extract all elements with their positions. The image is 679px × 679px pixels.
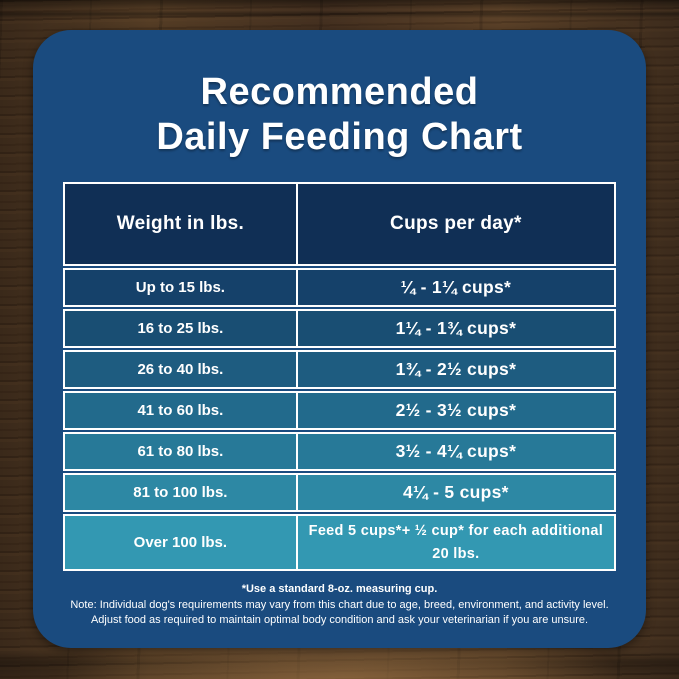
table-row: 16 to 25 lbs. 1¼ - 1¾ cups*	[63, 309, 616, 348]
table-row: 81 to 100 lbs. 4¼ - 5 cups*	[63, 473, 616, 512]
table-row: Over 100 lbs. Feed 5 cups*+ ½ cup* for e…	[63, 514, 616, 571]
weight-cell: Over 100 lbs.	[65, 516, 298, 569]
cups-cell: 4¼ - 5 cups*	[403, 482, 509, 502]
table-row: Up to 15 lbs. ¼ - 1¼ cups*	[63, 268, 616, 307]
table-row: 61 to 80 lbs. 3½ - 4¼ cups*	[63, 432, 616, 471]
weight-cell: 26 to 40 lbs.	[65, 352, 298, 387]
chart-title-line2: Daily Feeding Chart	[156, 115, 523, 158]
table-row: 41 to 60 lbs. 2½ - 3½ cups*	[63, 391, 616, 430]
feeding-table: Weight in lbs. Cups per day* Up to 15 lb…	[63, 182, 616, 573]
table-header-row: Weight in lbs. Cups per day*	[63, 182, 616, 266]
weight-cell: 61 to 80 lbs.	[65, 434, 298, 469]
chart-title: Recommended Daily Feeding Chart	[33, 70, 646, 160]
weight-cell: 41 to 60 lbs.	[65, 393, 298, 428]
weight-cell: 81 to 100 lbs.	[65, 475, 298, 510]
cups-cell: 2½ - 3½ cups*	[395, 400, 517, 420]
cups-cell: 1¼ - 1¾ cups*	[395, 318, 517, 338]
note-line-1: Note: Individual dog's requirements may …	[70, 599, 609, 611]
cups-cell-text: Feed 5 cups*+ ½ cup* for each additional…	[308, 523, 604, 562]
feeding-chart-card: Recommended Daily Feeding Chart Weight i…	[33, 30, 646, 648]
table-row: 26 to 40 lbs. 1¾ - 2½ cups*	[63, 350, 616, 389]
weight-cell: Up to 15 lbs.	[65, 270, 298, 305]
cups-cell: 3½ - 4¼ cups*	[395, 441, 517, 461]
weight-header-cell: Weight in lbs.	[65, 184, 298, 264]
footer-notes: *Use a standard 8-oz. measuring cup. Not…	[33, 583, 646, 627]
cups-cell: ¼ - 1¼ cups*	[400, 277, 512, 297]
cups-header-cell: Cups per day*	[390, 213, 522, 234]
cups-cell: 1¾ - 2½ cups*	[395, 359, 517, 379]
weight-cell: 16 to 25 lbs.	[65, 311, 298, 346]
cups-cell: Feed 5 cups*+ ½ cup* for each additional…	[298, 516, 614, 569]
measuring-cup-footnote: *Use a standard 8-oz. measuring cup.	[241, 583, 438, 595]
chart-title-line1: Recommended	[200, 71, 479, 113]
note-line-2: Adjust food as required to maintain opti…	[90, 613, 589, 626]
